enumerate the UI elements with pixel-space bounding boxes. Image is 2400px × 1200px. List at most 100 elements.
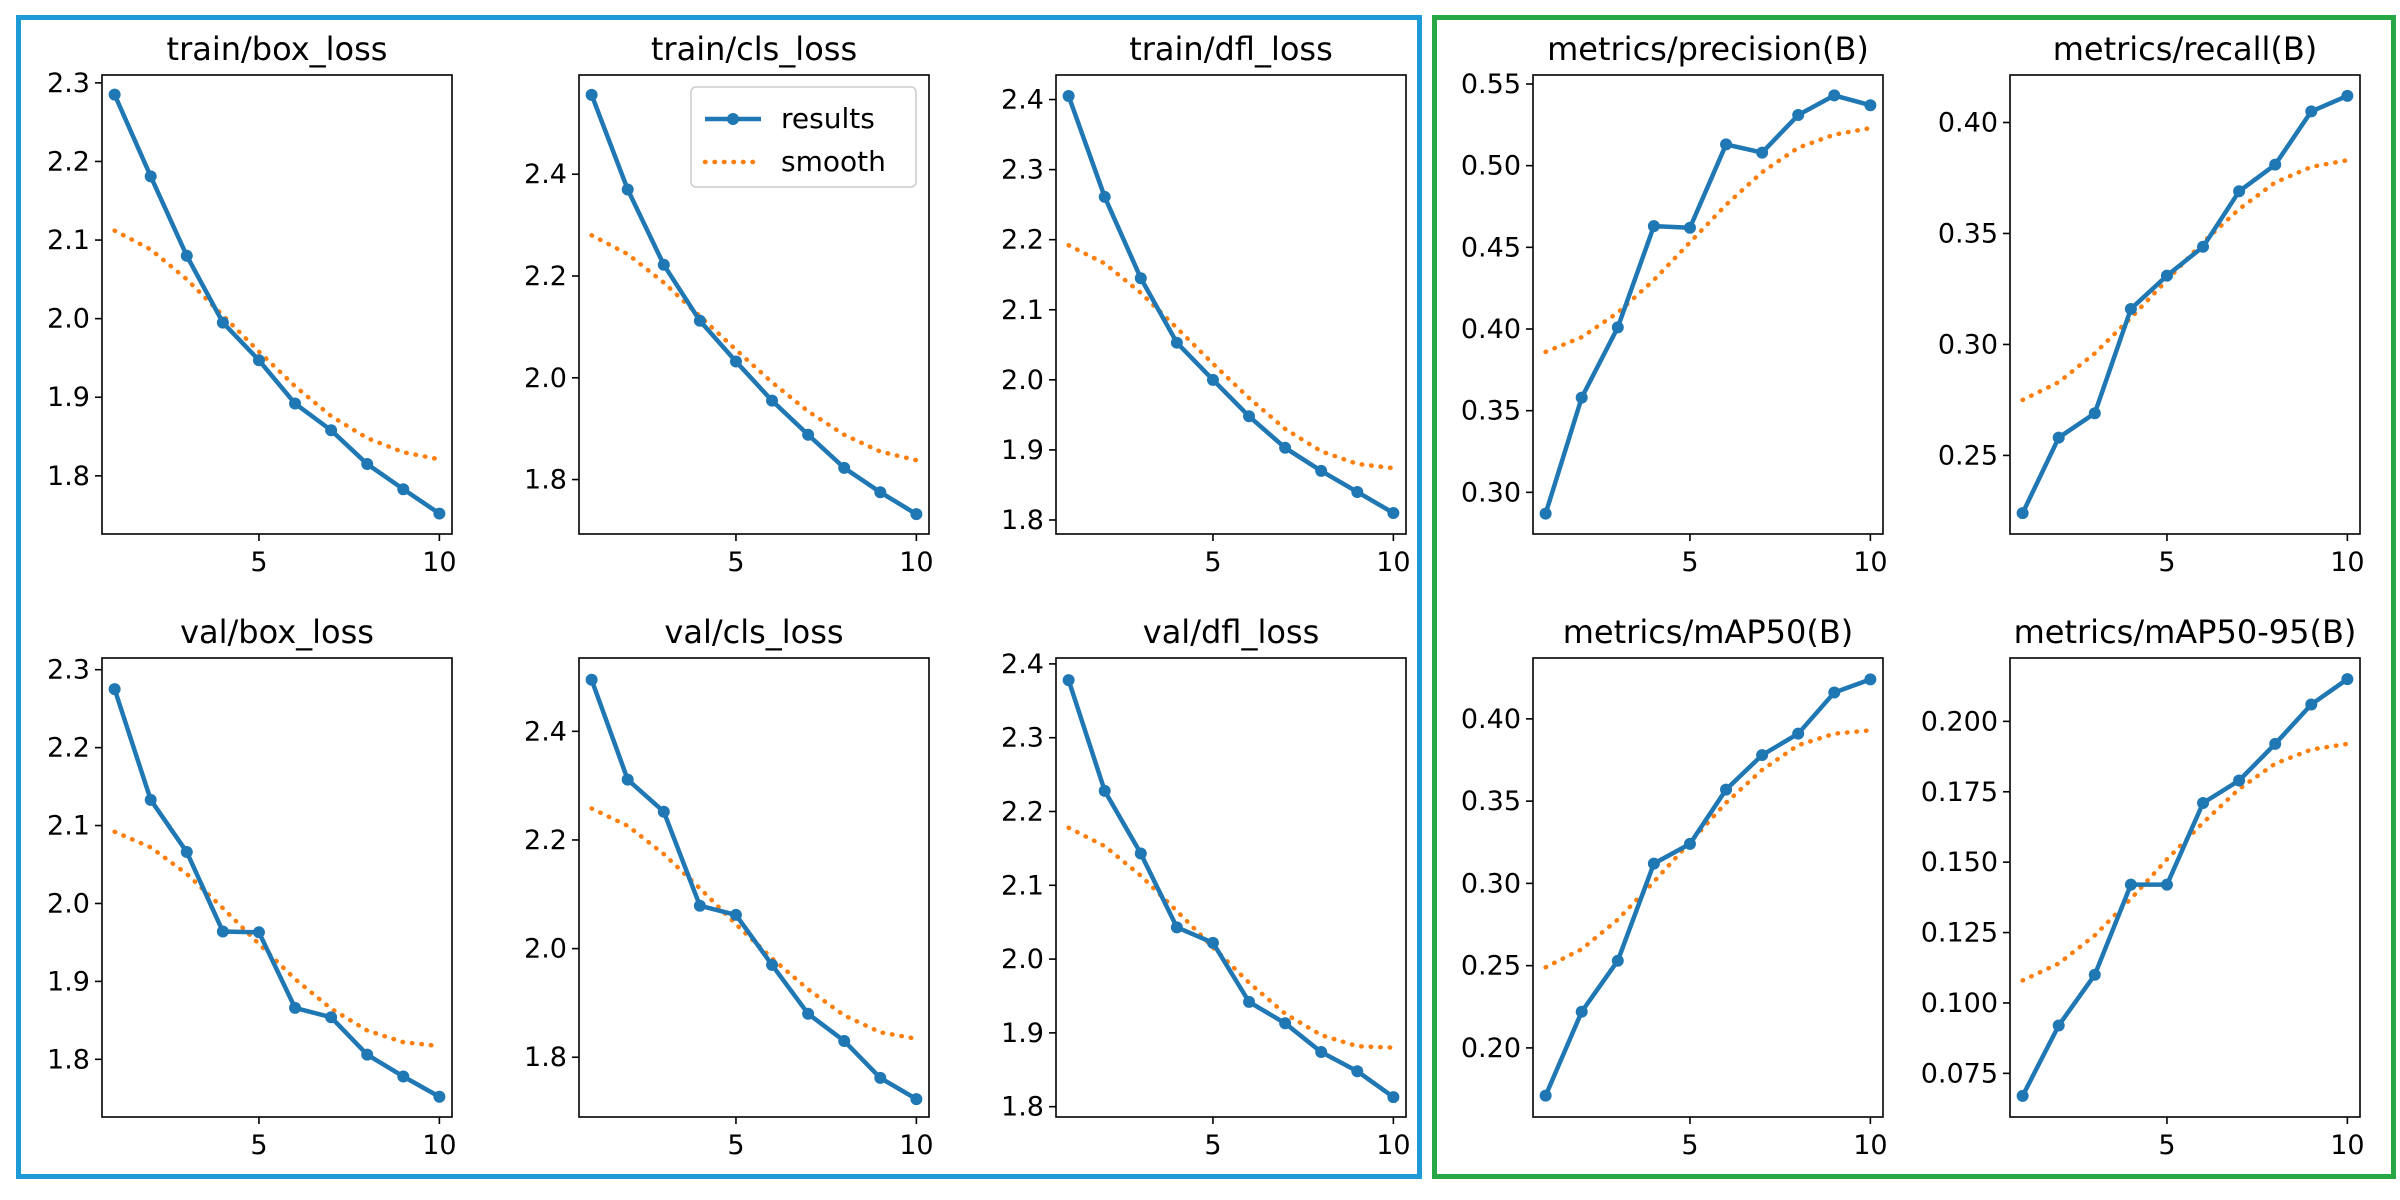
plot-area xyxy=(578,74,930,535)
results-point xyxy=(1720,783,1733,796)
results-point xyxy=(2088,968,2101,981)
results-point xyxy=(1756,749,1769,762)
y-tick-label: 2.2 xyxy=(47,146,90,177)
results-line xyxy=(112,93,441,516)
results-point xyxy=(585,88,598,101)
y-tick-label: 0.075 xyxy=(1921,1058,1998,1089)
y-tick-label: 2.1 xyxy=(1001,870,1044,901)
y-tick-label: 0.35 xyxy=(1461,396,1521,427)
results-point xyxy=(2233,185,2246,198)
results-point xyxy=(252,354,265,367)
y-tick-label: 0.45 xyxy=(1461,232,1521,263)
smooth-line xyxy=(1543,728,1873,970)
results-point xyxy=(216,316,229,329)
subplot-0: train/box_loss 1.8 1.9 2.0 2.1 2.2 2.3 5 10 xyxy=(47,30,457,578)
results-point xyxy=(361,458,374,471)
results-line xyxy=(1543,677,1872,1097)
plot-area xyxy=(1055,74,1407,535)
legend-frame xyxy=(690,86,917,188)
subplot-9: metrics/mAP50-95(B) 0.075 0.100 0.125 0.150 0… xyxy=(1921,613,2365,1161)
y-tick-label: 0.30 xyxy=(1461,868,1521,899)
results-point xyxy=(289,1001,302,1014)
results-point xyxy=(802,1007,815,1020)
results-point xyxy=(289,397,302,410)
plot-area xyxy=(1055,657,1407,1118)
results-point xyxy=(2269,158,2282,171)
results-point xyxy=(1756,146,1769,159)
y-tick-label: 2.4 xyxy=(1001,85,1044,116)
y-tick-label: 0.30 xyxy=(1938,329,1998,360)
y-tick-label: 2.4 xyxy=(524,159,567,190)
results-point xyxy=(325,1011,338,1024)
y-tick-label: 1.8 xyxy=(524,465,567,496)
results-point xyxy=(1062,674,1075,687)
results-point xyxy=(2052,1019,2065,1032)
subplot-3: metrics/precision(B) 0.30 0.35 0.40 0.45 0.50… xyxy=(1461,30,1888,578)
results-point xyxy=(802,428,815,441)
results-point xyxy=(838,461,851,474)
y-tick-label: 2.3 xyxy=(1001,723,1044,754)
results-point xyxy=(1098,190,1111,203)
y-tick-label: 0.175 xyxy=(1921,777,1998,808)
plot-area xyxy=(2009,74,2361,535)
y-tick-label: 1.8 xyxy=(47,1044,90,1075)
results-point xyxy=(180,846,193,859)
results-point xyxy=(1279,441,1292,454)
results-point xyxy=(2341,673,2354,686)
smooth-line xyxy=(2020,741,2350,983)
x-tick-label: 5 xyxy=(2158,1130,2175,1161)
y-tick-label: 1.8 xyxy=(1001,1092,1044,1123)
y-tick-label: 2.0 xyxy=(1001,365,1044,396)
x-tick-label: 5 xyxy=(727,547,744,578)
y-tick-label: 2.1 xyxy=(1001,295,1044,326)
results-point xyxy=(2160,269,2173,282)
legend-smooth-label: smooth xyxy=(781,145,886,178)
subplot-4: metrics/recall(B) 0.25 0.30 0.35 0.40 5 10 xyxy=(1938,30,2365,578)
results-point xyxy=(1351,1065,1364,1078)
results-point xyxy=(1170,336,1183,349)
y-tick-label: 1.8 xyxy=(47,461,90,492)
results-point xyxy=(621,773,634,786)
y-tick-label: 1.9 xyxy=(47,966,90,997)
subplot-2: train/dfl_loss 1.8 1.9 2.0 2.1 2.2 2.3 2.4 5 10 xyxy=(1001,30,1411,578)
smooth-line xyxy=(1543,125,1873,355)
y-tick-label: 0.200 xyxy=(1921,706,1998,737)
results-point xyxy=(361,1048,374,1061)
smooth-line xyxy=(1066,243,1396,471)
results-point xyxy=(1828,686,1841,699)
results-point xyxy=(1792,727,1805,740)
subplot-title: val/dfl_loss xyxy=(1143,613,1320,651)
subplot-title: metrics/precision(B) xyxy=(1547,30,1869,68)
results-point xyxy=(910,508,923,521)
smooth-line xyxy=(112,228,442,462)
results-line xyxy=(112,688,441,1099)
results-point xyxy=(621,183,634,196)
results-point xyxy=(693,314,706,327)
results-point xyxy=(1683,837,1696,850)
results-line xyxy=(1543,93,1871,515)
results-point xyxy=(397,1070,410,1083)
subplot-8: metrics/mAP50(B) 0.20 0.25 0.30 0.35 0.40 5 10 xyxy=(1461,613,1888,1161)
y-tick-label: 2.3 xyxy=(1001,155,1044,186)
results-point xyxy=(1792,109,1805,122)
plot-area xyxy=(101,74,453,535)
results-point xyxy=(2052,431,2065,444)
subplot-title: train/dfl_loss xyxy=(1129,30,1333,68)
results-point xyxy=(2197,797,2210,810)
results-point xyxy=(729,908,742,921)
results-point xyxy=(325,424,338,437)
results-point xyxy=(216,925,229,938)
results-point xyxy=(1828,89,1841,102)
x-tick-label: 10 xyxy=(422,1130,456,1161)
y-tick-label: 0.50 xyxy=(1461,151,1521,182)
subplot-6: val/cls_loss 1.8 2.0 2.2 2.4 5 10 xyxy=(524,613,934,1161)
y-tick-label: 2.2 xyxy=(1001,796,1044,827)
results-point xyxy=(1206,373,1219,386)
y-tick-label: 0.40 xyxy=(1938,107,1998,138)
y-tick-label: 2.0 xyxy=(524,934,567,965)
results-point xyxy=(2305,105,2318,118)
y-tick-label: 0.40 xyxy=(1461,314,1521,345)
results-point xyxy=(433,507,446,520)
results-line xyxy=(589,678,918,1102)
